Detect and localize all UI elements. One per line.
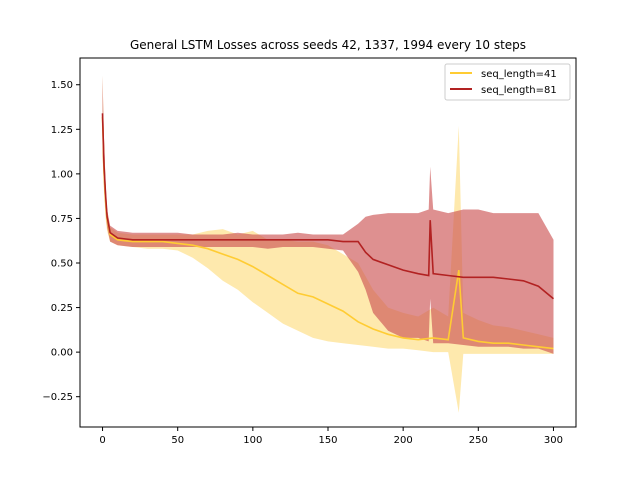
y-tick-label: 0.00: [51, 348, 73, 359]
legend-label-0: seq_length=41: [481, 69, 557, 80]
confidence-bands: [102, 75, 554, 413]
x-tick-label: 250: [469, 435, 488, 446]
chart-title: General LSTM Losses across seeds 42, 133…: [130, 38, 526, 52]
y-tick-label: 0.25: [51, 303, 73, 314]
legend: seq_length=41 seq_length=81: [444, 63, 571, 101]
line-series-0: [101, 116, 554, 350]
y-tick-label: 0.50: [51, 259, 73, 270]
y-tick-label: 1.25: [51, 125, 73, 136]
x-tick-label: 300: [544, 435, 563, 446]
y-axis: −0.25 0.00 0.25 0.50 0.75 1.00 1.25 1.50: [42, 80, 80, 403]
y-tick-label: 0.75: [51, 214, 73, 225]
x-tick-label: 50: [171, 435, 184, 446]
y-tick-label: 1.50: [51, 80, 73, 91]
x-axis: 0 50 100 150 200 250 300: [99, 427, 563, 446]
series-lines: [101, 113, 555, 350]
legend-box: [444, 63, 571, 101]
x-tick-label: 100: [243, 435, 262, 446]
x-tick-label: 150: [318, 435, 337, 446]
x-tick-label: 200: [394, 435, 413, 446]
legend-label-1: seq_length=81: [481, 85, 557, 96]
y-tick-label: 1.00: [51, 169, 73, 180]
y-tick-label: −0.25: [42, 392, 73, 403]
band-series-1: [102, 75, 554, 354]
x-tick-label: 0: [99, 435, 105, 446]
line-series-1: [101, 113, 555, 300]
